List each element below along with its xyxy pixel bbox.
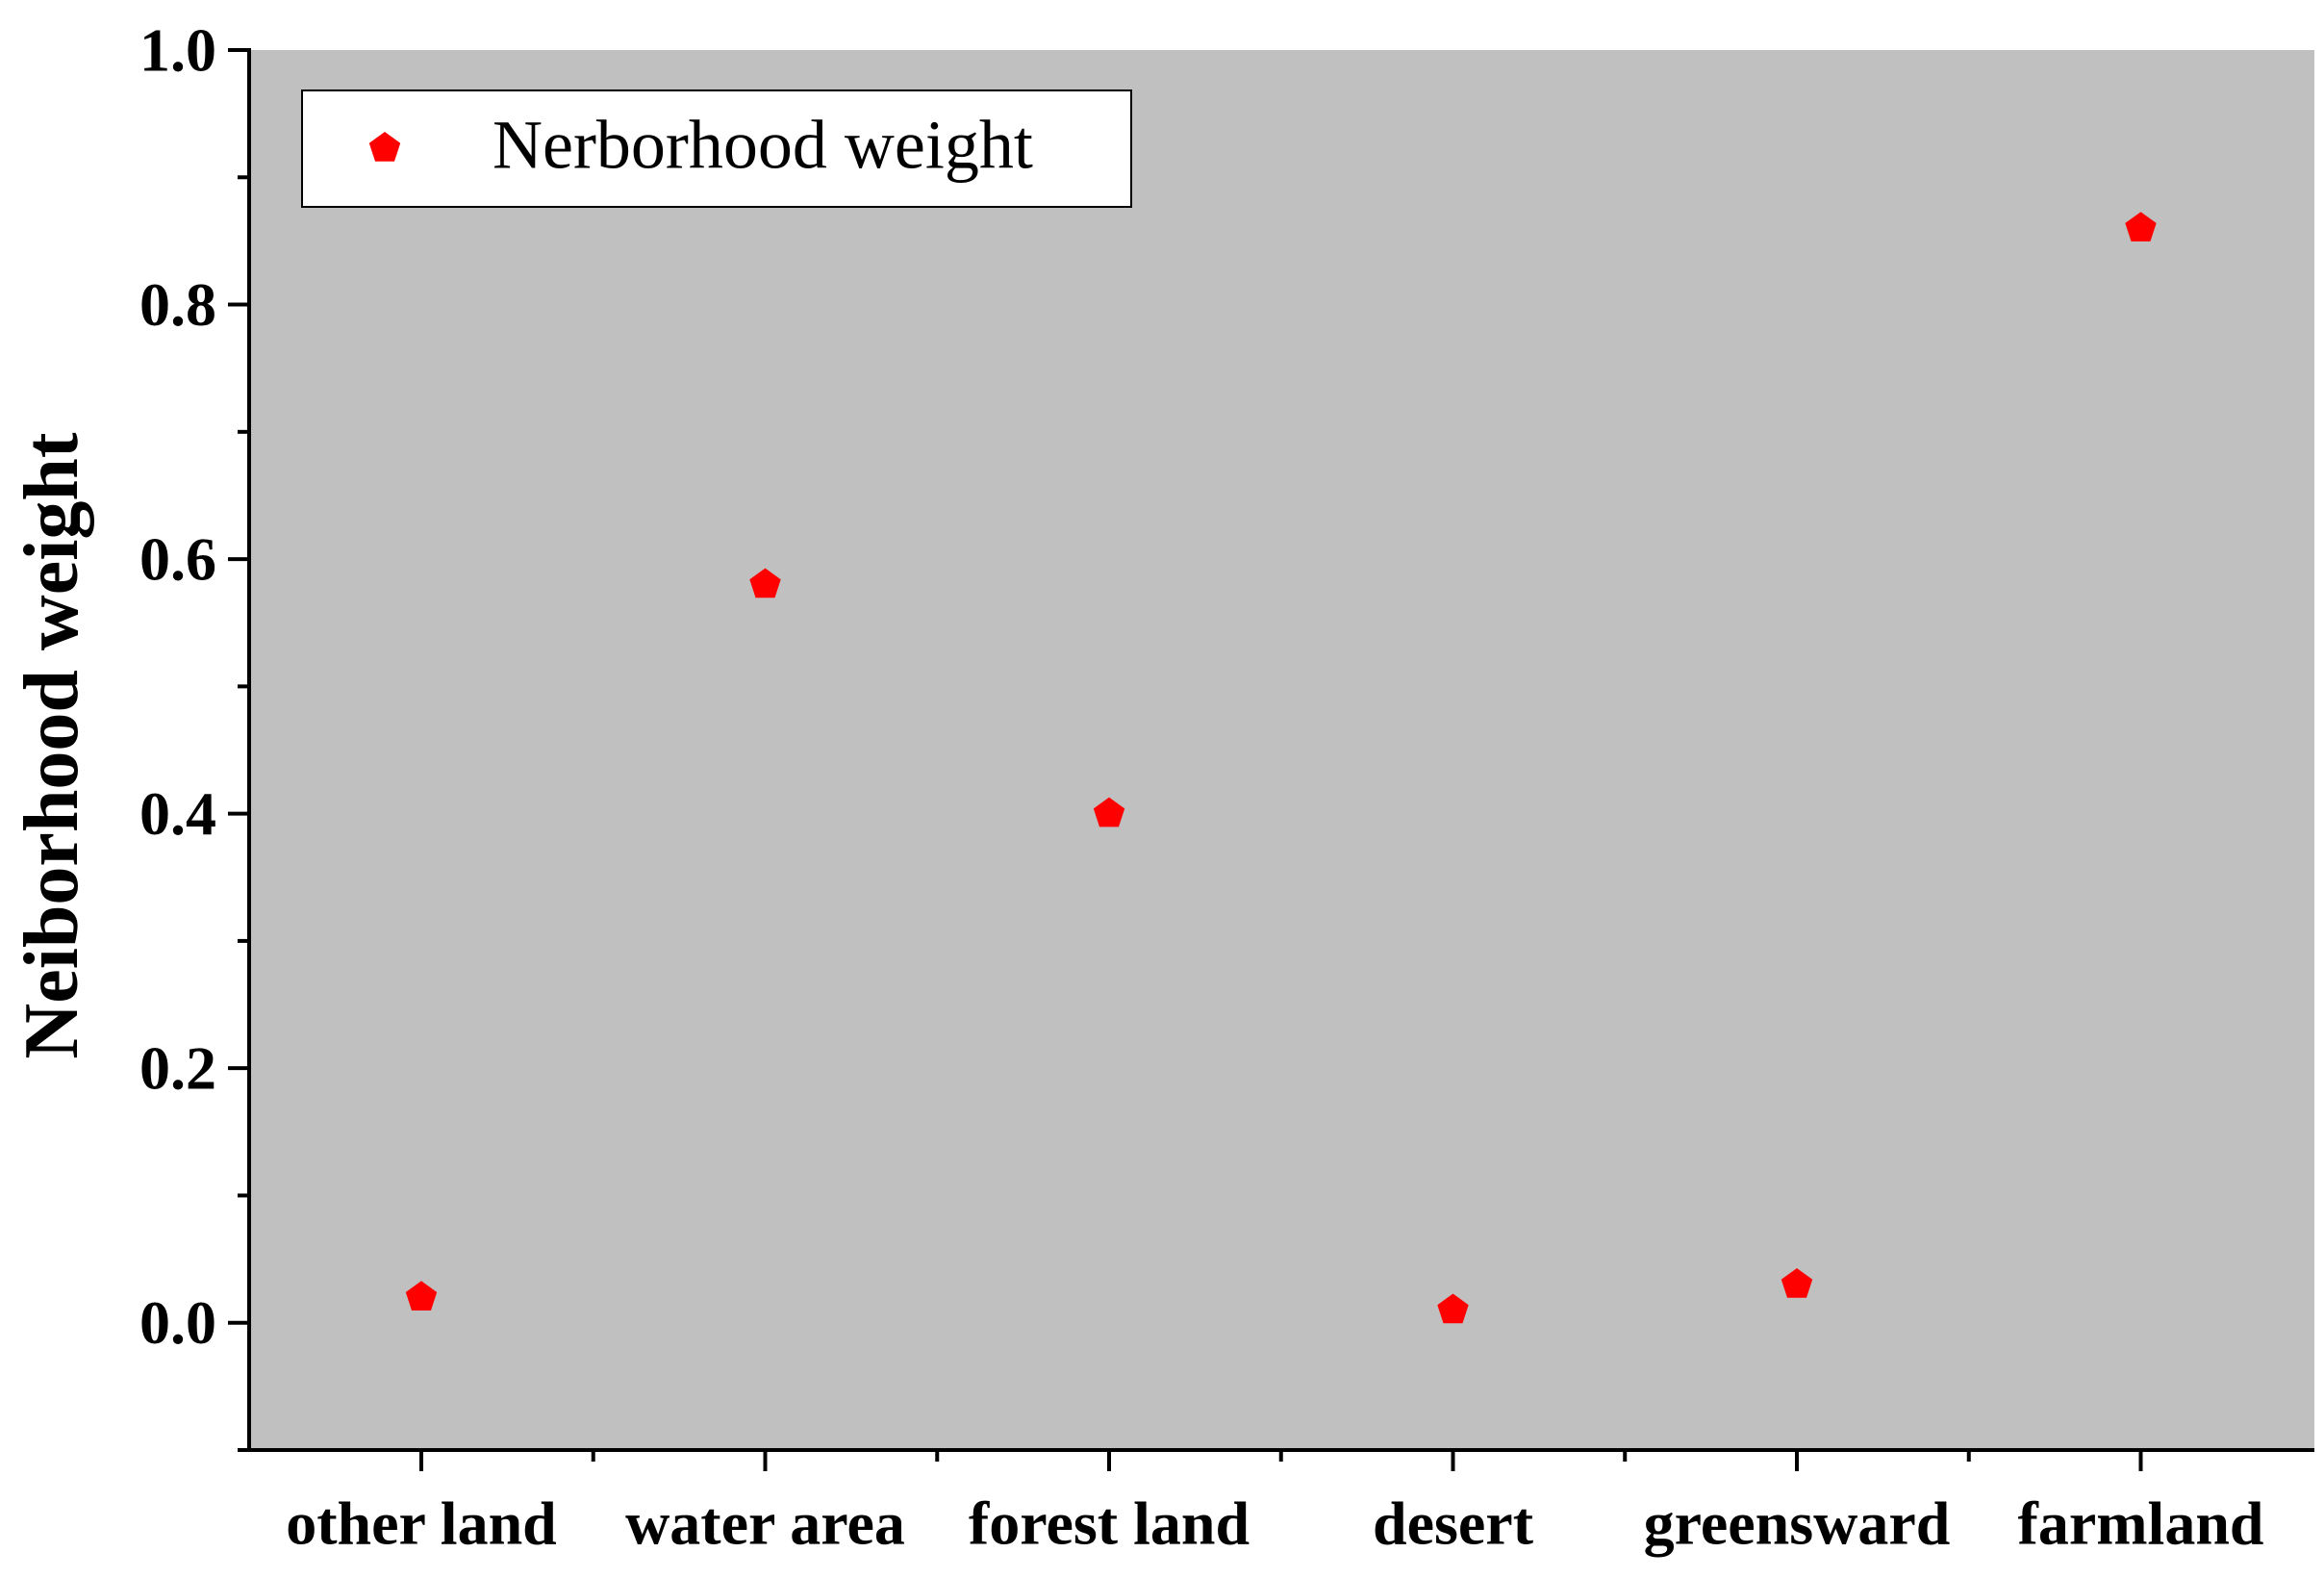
plot-area [249, 50, 2314, 1450]
legend-box [301, 89, 1132, 208]
legend-marker-icon [368, 132, 401, 162]
y-tick-label: 0.0 [139, 1288, 216, 1357]
x-tick-label: other land [286, 1489, 557, 1558]
data-point [1437, 1293, 1469, 1324]
x-tick-label: greensward [1644, 1489, 1951, 1558]
y-tick-label: 0.6 [139, 525, 216, 594]
axes: 0.0 0.2 0.4 0.6 0.8 1.0 other land water area fo… [139, 16, 2314, 1558]
data-point [1093, 797, 1125, 827]
data-points [405, 212, 2157, 1324]
data-point [749, 568, 781, 598]
y-tick-label: 0.4 [139, 779, 216, 848]
y-tick-label: 0.2 [139, 1034, 216, 1103]
y-tick-label: 0.8 [139, 270, 216, 339]
x-tick-label: desert [1373, 1489, 1534, 1558]
x-tick-label: water area [625, 1489, 905, 1558]
data-point [2125, 212, 2157, 242]
y-tick-label: 1.0 [139, 16, 216, 85]
y-axis-title: Neiborhood weight [10, 432, 94, 1058]
x-tick-label: farmland [2018, 1489, 2264, 1558]
legend-label: Nerborhood weight [493, 107, 1033, 184]
data-point [1781, 1268, 1813, 1298]
legend: Nerborhood weight [301, 89, 1132, 208]
data-point [405, 1281, 438, 1311]
x-tick-label: forest land [969, 1489, 1250, 1558]
